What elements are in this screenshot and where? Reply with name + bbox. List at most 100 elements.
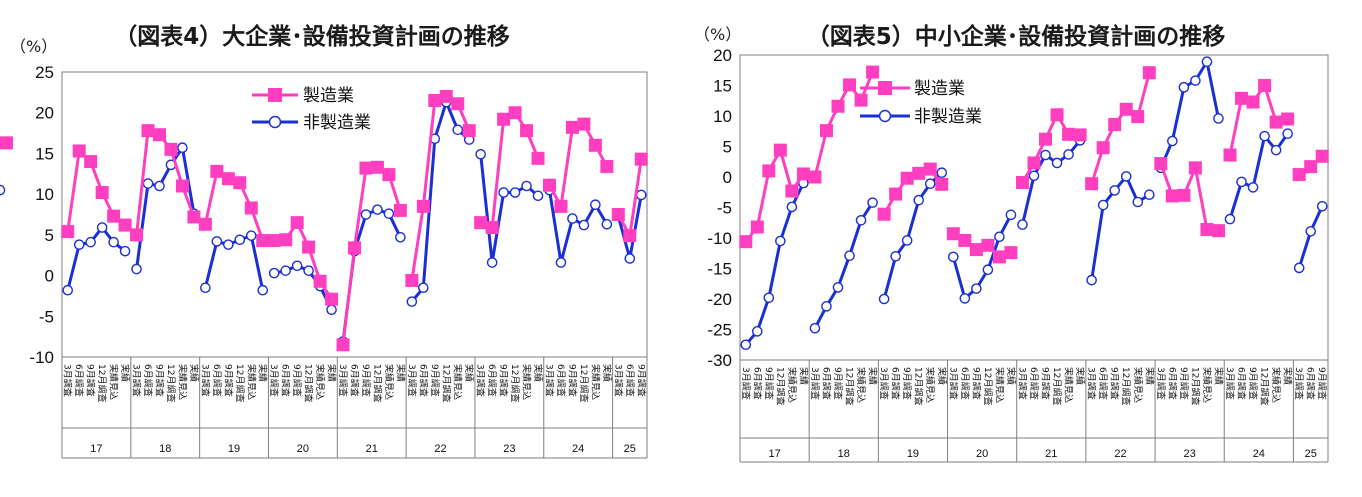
x-category-label: 実績 xyxy=(1005,367,1017,385)
data-point-manufacturing xyxy=(958,233,972,247)
data-point-manufacturing xyxy=(279,233,293,247)
y-axis-ticks: -30 -25 -20 -15 -10 -5 0 5 10 15 20 xyxy=(707,46,732,370)
y-tick-label: 20 xyxy=(35,104,54,123)
data-point-manufacturing xyxy=(1223,148,1237,162)
x-category-label: 実績見込 xyxy=(589,364,601,400)
x-category-label: 3月調査 xyxy=(612,364,624,397)
x-category-label: 実績 xyxy=(1212,367,1224,385)
data-point-nonmanufacturing xyxy=(740,339,752,351)
x-category-label: 実績 xyxy=(394,364,406,382)
data-point-nonmanufacturing xyxy=(223,239,234,250)
data-point-manufacturing xyxy=(1315,149,1329,163)
data-point-nonmanufacturing xyxy=(821,301,832,312)
data-point-manufacturing xyxy=(543,178,556,192)
data-point-manufacturing xyxy=(61,225,75,239)
data-point-nonmanufacturing xyxy=(1005,209,1017,221)
x-category-label: 6月調査 xyxy=(1166,367,1178,400)
data-point-nonmanufacturing xyxy=(844,250,855,261)
y-tick-label: 5 xyxy=(723,138,732,157)
data-point-nonmanufacturing xyxy=(372,204,383,215)
data-point-manufacturing xyxy=(1085,177,1099,191)
x-year-label: 25 xyxy=(1305,448,1317,460)
x-year-label: 24 xyxy=(572,443,584,455)
data-point-nonmanufacturing xyxy=(108,236,119,248)
data-point-manufacturing xyxy=(808,170,822,184)
x-category-label: 6月調査 xyxy=(751,367,763,400)
data-point-nonmanufacturing xyxy=(486,257,498,268)
data-point-manufacturing xyxy=(508,106,522,120)
data-point-nonmanufacturing xyxy=(635,189,647,201)
data-point-nonmanufacturing xyxy=(763,292,775,304)
series-lines xyxy=(739,56,1329,351)
data-point-manufacturing xyxy=(1281,112,1295,126)
data-point-manufacturing xyxy=(1142,66,1156,80)
data-point-manufacturing xyxy=(623,229,637,243)
x-category-label: 3月調査 xyxy=(878,367,890,400)
x-category-label: 6月調査 xyxy=(959,367,971,400)
x-category-label: 実績見込 xyxy=(924,367,936,403)
chart-title: （図表5）中小企業･設備投資計画の推移 xyxy=(807,23,1226,50)
data-point-manufacturing xyxy=(1246,95,1260,109)
data-point-manufacturing xyxy=(497,112,511,126)
data-point-nonmanufacturing xyxy=(1097,199,1109,211)
x-category-label: 実績見込 xyxy=(383,364,395,400)
x-category-label: 3月調査 xyxy=(337,364,349,397)
data-point-manufacturing xyxy=(1119,102,1133,116)
x-category-label: 6月調査 xyxy=(1097,367,1109,400)
data-point-manufacturing xyxy=(221,172,235,186)
x-category-label: 12月調査 xyxy=(96,364,108,402)
data-point-manufacturing xyxy=(1073,128,1087,142)
data-point-nonmanufacturing xyxy=(291,260,303,272)
legend-marker-manufacturing xyxy=(878,81,892,95)
data-point-nonmanufacturing xyxy=(1316,200,1328,212)
data-point-manufacturing xyxy=(428,94,442,107)
data-point-manufacturing xyxy=(313,274,327,288)
data-point-manufacturing xyxy=(348,241,361,255)
data-point-nonmanufacturing xyxy=(62,284,74,296)
x-category-label: 12月調査 xyxy=(1189,367,1201,405)
data-point-manufacturing xyxy=(72,144,86,158)
data-point-manufacturing xyxy=(889,187,903,201)
x-category-label: 実績 xyxy=(188,364,200,382)
data-point-nonmanufacturing xyxy=(96,222,108,233)
x-category-label: 実績見込 xyxy=(855,367,867,403)
data-point-manufacturing xyxy=(462,124,476,138)
y-tick-label: 15 xyxy=(713,77,732,96)
x-category-label: 実績 xyxy=(532,364,544,382)
x-category-label: 実績 xyxy=(119,364,131,382)
x-category-label: 12月調査 xyxy=(440,364,452,402)
x-category-label: 9月調査 xyxy=(1247,367,1259,400)
x-category-label: 3月調査 xyxy=(947,367,959,400)
x-category-label: 実績 xyxy=(601,364,613,382)
x-category-label: 6月調査 xyxy=(890,367,902,400)
data-point-manufacturing xyxy=(843,78,857,92)
data-point-nonmanufacturing xyxy=(601,218,613,230)
data-point-manufacturing xyxy=(1062,127,1076,141)
y-tick-label: 10 xyxy=(713,107,732,126)
data-point-nonmanufacturing xyxy=(982,264,994,276)
data-point-nonmanufacturing xyxy=(383,208,395,219)
data-point-nonmanufacturing xyxy=(142,178,154,189)
data-point-manufacturing xyxy=(1258,79,1272,92)
data-point-nonmanufacturing xyxy=(326,304,337,316)
x-year-label: 22 xyxy=(434,443,446,455)
data-point-nonmanufacturing xyxy=(1270,144,1282,156)
data-point-nonmanufacturing xyxy=(418,282,429,294)
data-point-nonmanufacturing xyxy=(1190,75,1201,86)
x-category-label: 実績見込 xyxy=(176,364,188,400)
data-point-nonmanufacturing xyxy=(971,283,982,294)
x-category-label: 3月調査 xyxy=(1086,367,1098,400)
data-point-nonmanufacturing xyxy=(1167,135,1178,147)
data-point-nonmanufacturing xyxy=(257,284,269,296)
legend-label-manufacturing: 製造業 xyxy=(303,86,354,106)
data-point-nonmanufacturing xyxy=(521,180,532,192)
y-tick-label: 10 xyxy=(35,185,54,204)
x-year-labels: 17 18 19 20 21 22 23 24 25 xyxy=(739,360,1329,463)
data-point-manufacturing xyxy=(912,166,926,180)
x-year-label: 19 xyxy=(228,443,240,455)
data-point-manufacturing xyxy=(198,217,212,231)
x-category-label: 6月調査 xyxy=(211,364,223,397)
x-category-label: 9月調査 xyxy=(970,367,982,400)
x-category-label: 実績見込 xyxy=(452,364,464,400)
x-category-label: 3月調査 xyxy=(1224,367,1236,400)
